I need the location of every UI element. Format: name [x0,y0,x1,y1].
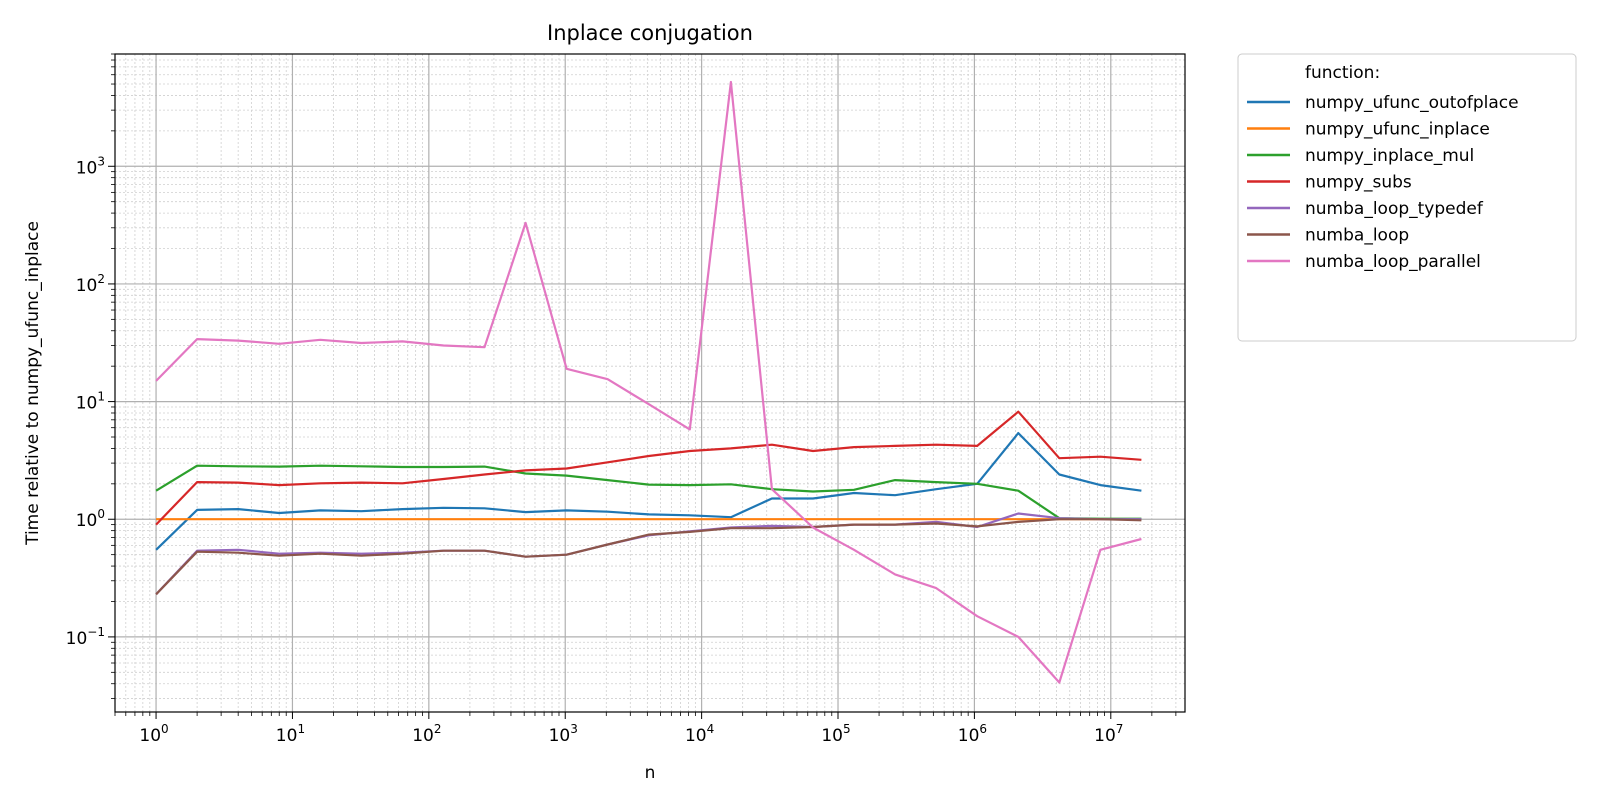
legend-label: numba_loop_typedef [1305,199,1484,219]
legend-label: numpy_ufunc_inplace [1305,120,1490,140]
y-axis-ticks: 10−1 100 101 102 103 [66,53,115,699]
y-tick-label: 103 [76,154,105,178]
series-line-numpy_ufunc_outofplace [155,432,1142,551]
y-tick-label: 102 [76,272,105,296]
x-tick-label: 102 [412,722,441,746]
x-tick-label: 107 [1094,722,1123,746]
x-tick-label: 100 [139,722,168,746]
major-grid [115,54,1185,712]
legend-label: numpy_subs [1305,173,1412,193]
series-lines [155,80,1142,684]
series-line-numpy_inplace_mul [155,464,1142,520]
legend-box [1237,53,1577,342]
plot-frame [114,53,1186,713]
x-tick-label: 105 [821,722,850,746]
legend-label: numpy_inplace_mul [1305,146,1474,166]
x-axis-label: n [645,763,656,783]
x-tick-label: 106 [958,722,987,746]
x-tick-label: 101 [276,722,305,746]
y-axis-label: Time relative to numpy_ufunc_inplace [23,221,43,546]
minor-grid [114,53,1185,712]
legend-label: numpy_ufunc_outofplace [1305,93,1519,113]
y-tick-label: 100 [76,507,105,531]
y-tick-label: 10−1 [66,625,105,649]
x-tick-label: 103 [549,722,578,746]
legend-label: numba_loop [1305,226,1409,246]
x-axis-ticks: 100 101 102 103 104 105 106 107 [114,712,1177,746]
legend-label: numba_loop_parallel [1305,252,1481,272]
y-tick-label: 101 [76,390,105,414]
series-line-numba_loop_parallel [155,80,1142,684]
legend-title: function: [1305,63,1380,83]
chart-title: Inplace conjugation [547,21,753,45]
series-line-numpy_subs [155,410,1142,526]
legend: function: numpy_ufunc_outofplace numpy_uf… [1237,53,1577,342]
series-line-numba_loop [155,518,1142,596]
x-tick-label: 104 [685,722,714,746]
